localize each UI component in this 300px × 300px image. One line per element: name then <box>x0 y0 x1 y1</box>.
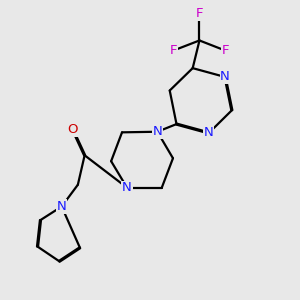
Text: O: O <box>68 124 78 136</box>
Text: N: N <box>122 181 132 194</box>
Text: F: F <box>221 44 229 57</box>
Text: N: N <box>57 200 67 213</box>
Text: F: F <box>196 8 203 20</box>
Text: N: N <box>204 126 214 140</box>
Text: N: N <box>220 70 230 83</box>
Text: N: N <box>152 125 162 138</box>
Text: F: F <box>170 44 177 57</box>
